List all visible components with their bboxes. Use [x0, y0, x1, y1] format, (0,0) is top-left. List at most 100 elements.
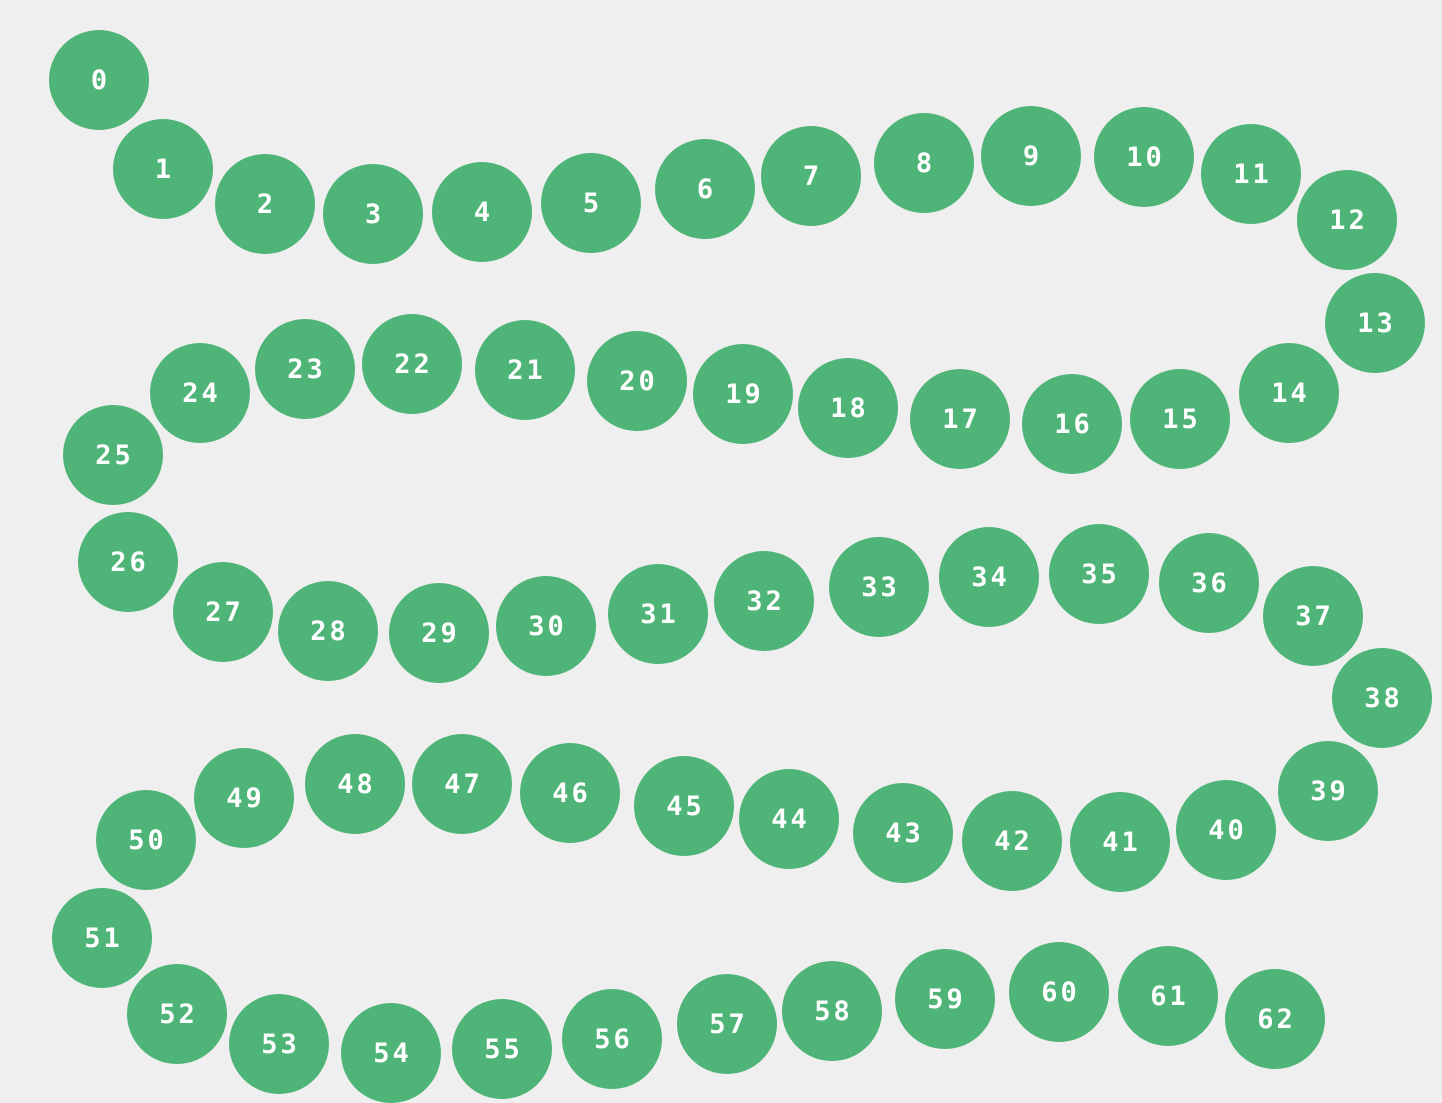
ball-23[interactable]: 23	[255, 319, 355, 419]
ball-34[interactable]: 34	[939, 527, 1039, 627]
ball-42[interactable]: 42	[962, 791, 1062, 891]
ball-24[interactable]: 24	[150, 343, 250, 443]
ball-5[interactable]: 5	[541, 153, 641, 253]
ball-11[interactable]: 11	[1201, 124, 1301, 224]
ball-54[interactable]: 54	[341, 1003, 441, 1103]
ball-label: 51	[84, 922, 123, 954]
ball-31[interactable]: 31	[608, 564, 708, 664]
ball-label: 48	[337, 768, 376, 800]
ball-8[interactable]: 8	[874, 113, 974, 213]
ball-label: 26	[110, 546, 149, 578]
ball-62[interactable]: 62	[1225, 969, 1325, 1069]
ball-59[interactable]: 59	[895, 949, 995, 1049]
ball-label: 27	[205, 596, 244, 628]
ball-21[interactable]: 21	[475, 320, 575, 420]
ball-label: 37	[1295, 600, 1334, 632]
ball-18[interactable]: 18	[798, 358, 898, 458]
ball-60[interactable]: 60	[1009, 942, 1109, 1042]
ball-25[interactable]: 25	[63, 405, 163, 505]
ball-label: 40	[1208, 814, 1247, 846]
ball-12[interactable]: 12	[1297, 170, 1397, 270]
ball-51[interactable]: 51	[52, 888, 152, 988]
ball-15[interactable]: 15	[1130, 369, 1230, 469]
ball-label: 21	[507, 354, 546, 386]
ball-37[interactable]: 37	[1263, 566, 1363, 666]
ball-label: 61	[1150, 980, 1189, 1012]
ball-19[interactable]: 19	[693, 344, 793, 444]
ball-7[interactable]: 7	[761, 126, 861, 226]
ball-label: 14	[1271, 377, 1310, 409]
ball-label: 46	[552, 777, 591, 809]
ball-label: 45	[666, 790, 705, 822]
ball-label: 20	[619, 365, 658, 397]
ball-41[interactable]: 41	[1070, 792, 1170, 892]
ball-label: 58	[814, 995, 853, 1027]
ball-32[interactable]: 32	[714, 551, 814, 651]
ball-30[interactable]: 30	[496, 576, 596, 676]
ball-label: 7	[802, 160, 823, 192]
ball-26[interactable]: 26	[78, 512, 178, 612]
ball-0[interactable]: 0	[49, 30, 149, 130]
ball-47[interactable]: 47	[412, 734, 512, 834]
ball-27[interactable]: 27	[173, 562, 273, 662]
ball-6[interactable]: 6	[655, 139, 755, 239]
ball-36[interactable]: 36	[1159, 533, 1259, 633]
ball-28[interactable]: 28	[278, 581, 378, 681]
ball-14[interactable]: 14	[1239, 343, 1339, 443]
ball-2[interactable]: 2	[215, 154, 315, 254]
ball-label: 16	[1054, 408, 1093, 440]
ball-22[interactable]: 22	[362, 314, 462, 414]
ball-label: 29	[421, 617, 460, 649]
ball-4[interactable]: 4	[432, 162, 532, 262]
ball-61[interactable]: 61	[1118, 946, 1218, 1046]
ball-57[interactable]: 57	[677, 974, 777, 1074]
ball-label: 31	[640, 598, 679, 630]
ball-label: 34	[971, 561, 1010, 593]
ball-label: 10	[1126, 141, 1165, 173]
ball-label: 32	[746, 585, 785, 617]
ball-29[interactable]: 29	[389, 583, 489, 683]
ball-39[interactable]: 39	[1278, 741, 1378, 841]
ball-50[interactable]: 50	[96, 790, 196, 890]
ball-35[interactable]: 35	[1049, 524, 1149, 624]
ball-45[interactable]: 45	[634, 756, 734, 856]
ball-3[interactable]: 3	[323, 164, 423, 264]
ball-55[interactable]: 55	[452, 999, 552, 1099]
ball-33[interactable]: 33	[829, 537, 929, 637]
ball-label: 52	[159, 998, 198, 1030]
ball-label: 54	[373, 1037, 412, 1069]
ball-label: 47	[444, 768, 483, 800]
ball-17[interactable]: 17	[910, 369, 1010, 469]
ball-label: 62	[1257, 1003, 1296, 1035]
ball-56[interactable]: 56	[562, 989, 662, 1089]
ball-9[interactable]: 9	[981, 106, 1081, 206]
ball-49[interactable]: 49	[194, 748, 294, 848]
ball-13[interactable]: 13	[1325, 273, 1425, 373]
ball-label: 17	[942, 403, 981, 435]
ball-label: 56	[594, 1023, 633, 1055]
ball-label: 36	[1191, 567, 1230, 599]
ball-label: 19	[725, 378, 764, 410]
ball-label: 5	[582, 187, 603, 219]
ball-38[interactable]: 38	[1332, 648, 1432, 748]
ball-48[interactable]: 48	[305, 734, 405, 834]
ball-label: 59	[927, 983, 966, 1015]
ball-44[interactable]: 44	[739, 769, 839, 869]
ball-label: 49	[226, 782, 265, 814]
ball-label: 0	[90, 64, 111, 96]
ball-40[interactable]: 40	[1176, 780, 1276, 880]
ball-1[interactable]: 1	[113, 119, 213, 219]
ball-53[interactable]: 53	[229, 994, 329, 1094]
ball-20[interactable]: 20	[587, 331, 687, 431]
ball-label: 6	[696, 173, 717, 205]
ball-label: 42	[994, 825, 1033, 857]
ball-label: 60	[1041, 976, 1080, 1008]
ball-52[interactable]: 52	[127, 964, 227, 1064]
ball-43[interactable]: 43	[853, 783, 953, 883]
ball-46[interactable]: 46	[520, 743, 620, 843]
ball-16[interactable]: 16	[1022, 374, 1122, 474]
ball-label: 13	[1357, 307, 1396, 339]
ball-58[interactable]: 58	[782, 961, 882, 1061]
ball-10[interactable]: 10	[1094, 107, 1194, 207]
